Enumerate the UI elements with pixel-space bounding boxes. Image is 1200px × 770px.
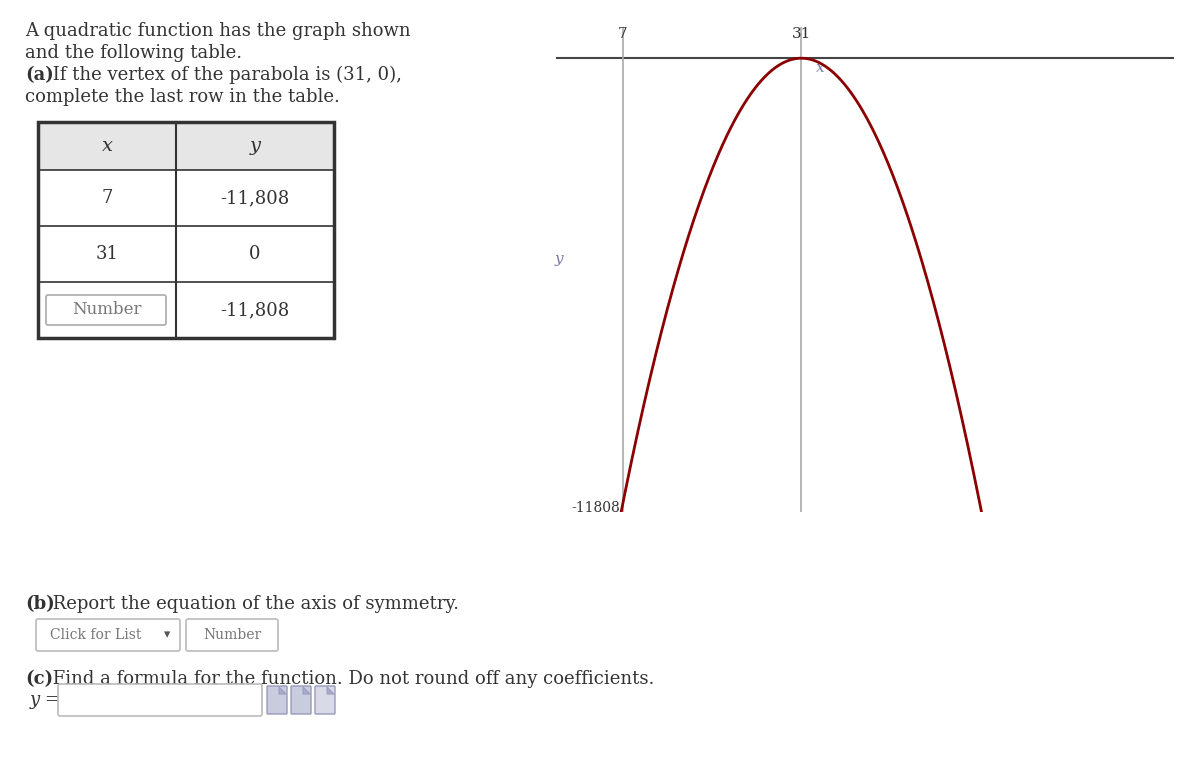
Text: Report the equation of the axis of symmetry.: Report the equation of the axis of symme…: [47, 595, 458, 613]
FancyBboxPatch shape: [58, 684, 262, 716]
Text: 7: 7: [618, 27, 628, 41]
Polygon shape: [278, 687, 286, 694]
Text: A quadratic function has the graph shown: A quadratic function has the graph shown: [25, 22, 410, 40]
Text: ▾: ▾: [164, 628, 170, 641]
FancyBboxPatch shape: [186, 619, 278, 651]
Text: x: x: [816, 62, 824, 75]
Text: Number: Number: [72, 302, 142, 319]
Text: (c): (c): [25, 670, 53, 688]
FancyBboxPatch shape: [292, 686, 311, 714]
Text: -11,808: -11,808: [221, 189, 289, 207]
Text: (a): (a): [25, 66, 54, 84]
Text: 7: 7: [101, 189, 113, 207]
Bar: [38, 122, 334, 170]
Text: 0: 0: [250, 245, 260, 263]
FancyBboxPatch shape: [266, 686, 287, 714]
FancyBboxPatch shape: [46, 295, 166, 325]
Text: y: y: [556, 252, 564, 266]
Bar: [38, 122, 334, 338]
Text: Click for List: Click for List: [50, 628, 142, 642]
Text: y: y: [250, 137, 260, 155]
Text: x: x: [102, 137, 113, 155]
Polygon shape: [302, 687, 310, 694]
FancyBboxPatch shape: [314, 686, 335, 714]
Text: -11808: -11808: [571, 501, 620, 515]
Text: 31: 31: [792, 27, 811, 41]
Text: 31: 31: [96, 245, 119, 263]
Text: (b): (b): [25, 595, 55, 613]
Text: complete the last row in the table.: complete the last row in the table.: [25, 88, 340, 106]
FancyBboxPatch shape: [36, 619, 180, 651]
Text: and the following table.: and the following table.: [25, 44, 242, 62]
Text: Number: Number: [203, 628, 262, 642]
Polygon shape: [326, 687, 334, 694]
Text: If the vertex of the parabola is (31, 0),: If the vertex of the parabola is (31, 0)…: [47, 66, 402, 84]
Text: Find a formula for the function. Do not round off any coefficients.: Find a formula for the function. Do not …: [47, 670, 654, 688]
Text: y =: y =: [30, 691, 61, 709]
Text: -11,808: -11,808: [221, 301, 289, 319]
